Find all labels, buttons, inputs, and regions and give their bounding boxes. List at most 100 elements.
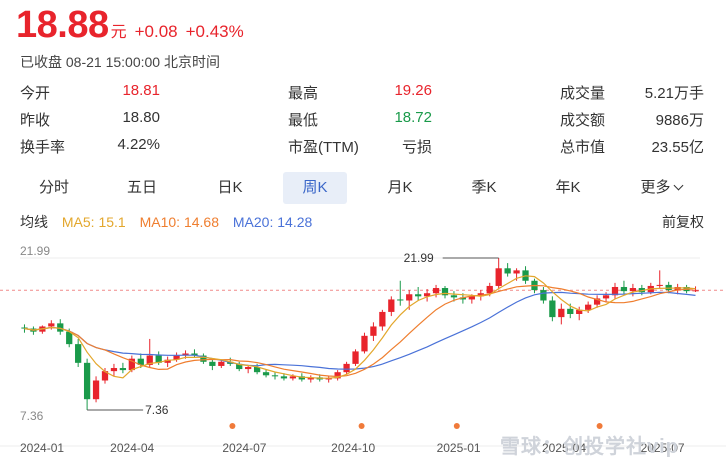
stats-panel: 今开 18.81 最高 19.26 成交量 5.21万手 昨收 18.80 最低… xyxy=(0,82,726,162)
candle-body xyxy=(307,377,314,380)
min-marker-label: 7.36 xyxy=(145,403,169,417)
x-tick-label: 2025-07 xyxy=(641,441,685,455)
open-label: 今开 xyxy=(20,85,51,102)
tab-yearly-k[interactable]: 年K xyxy=(555,179,581,196)
candle-body xyxy=(119,368,127,371)
ma-legend: 均线 MA5: 15.1 MA10: 14.68 MA20: 14.28 xyxy=(20,212,322,232)
ma10-value: MA10: 14.68 xyxy=(139,214,219,230)
weekly-candlestick-chart[interactable]: 21.99 7.36 21.99 7.36 2024-01 2024-04 2024-07 2… xyxy=(0,240,726,466)
candle-body xyxy=(218,361,225,366)
x-tick-label: 2025-04 xyxy=(542,441,586,455)
candle-body xyxy=(602,295,610,299)
stats-row-2: 昨收 18.80 最低 18.72 成交额 9886万 xyxy=(0,109,726,135)
low-value: 18.72 xyxy=(394,109,432,126)
candle-body xyxy=(236,363,243,370)
tab-weekly-k[interactable]: 周K xyxy=(283,172,347,204)
candle-body xyxy=(343,363,350,373)
pe-label: 市盈(TTM) xyxy=(288,139,359,156)
candle-body xyxy=(450,295,458,298)
candle-body xyxy=(388,299,395,312)
volume-label: 成交量 xyxy=(560,85,606,102)
candle-body xyxy=(459,297,467,300)
chevron-down-icon xyxy=(673,180,683,191)
event-dot xyxy=(453,423,460,429)
candle-body xyxy=(549,300,556,318)
pe-value: 亏损 xyxy=(401,139,432,156)
candle-body xyxy=(468,296,475,300)
candle-body xyxy=(611,286,619,296)
candle-body xyxy=(361,335,368,352)
tab-monthly-k[interactable]: 月K xyxy=(387,179,413,196)
candle-body xyxy=(137,358,144,365)
turnover-value: 4.22% xyxy=(117,136,160,153)
candle-body xyxy=(83,362,91,400)
stats-row-1: 今开 18.81 最高 19.26 成交量 5.21万手 xyxy=(0,82,726,108)
stats-row-3: 换手率 4.22% 市盈(TTM) 亏损 总市值 23.55亿 xyxy=(0,136,726,162)
candle-body xyxy=(289,376,297,379)
candle-body xyxy=(128,358,135,371)
candle-body xyxy=(253,366,261,373)
candle-body xyxy=(504,268,511,274)
x-tick-label: 2024-10 xyxy=(331,441,375,455)
candle-body xyxy=(262,372,270,376)
watermark: 雪球：创投学社vip xyxy=(500,436,679,458)
tab-quarterly-k[interactable]: 季K xyxy=(471,179,497,196)
high-value: 19.26 xyxy=(394,82,432,99)
volume-value: 5.21万手 xyxy=(644,85,704,102)
adjust-toggle[interactable]: 前复权 xyxy=(662,214,704,230)
candle-body xyxy=(423,293,431,297)
prev-close-value: 18.80 xyxy=(122,109,160,126)
candle-body xyxy=(173,355,180,360)
period-tabs: 分时 五日 日K 周K 月K 季K 年K 更多 xyxy=(0,172,726,204)
candle-body xyxy=(406,294,413,301)
candle-body xyxy=(66,331,73,345)
tab-daily-k[interactable]: 日K xyxy=(217,179,243,196)
candle-body xyxy=(415,294,422,297)
candle-body xyxy=(164,359,171,363)
ma5-line xyxy=(24,275,696,379)
candle-body xyxy=(629,288,637,292)
prev-close-label: 昨收 xyxy=(20,112,51,129)
candle-body xyxy=(57,323,64,332)
market-status: 已收盘 08-21 15:00:00 北京时间 xyxy=(20,54,220,70)
candle-body xyxy=(209,361,216,366)
high-label: 最高 xyxy=(288,85,319,102)
quote-header: 18.88 元 +0.08 +0.43% xyxy=(16,4,244,50)
current-price: 18.88 xyxy=(16,4,109,46)
candle-body xyxy=(486,285,493,294)
ma-label: 均线 xyxy=(20,214,48,230)
candle-body xyxy=(334,372,341,379)
candle-body xyxy=(155,355,162,363)
open-value: 18.81 xyxy=(122,82,160,99)
price-change: +0.08 xyxy=(134,22,178,41)
y-tick-label: 21.99 xyxy=(20,244,50,258)
candle-body xyxy=(620,286,628,292)
candle-body xyxy=(146,355,153,365)
candle-body xyxy=(432,288,440,294)
x-tick-label: 2024-01 xyxy=(20,441,64,455)
tab-more-label: 更多 xyxy=(640,179,671,196)
candle-body xyxy=(271,375,279,377)
y-tick-label: 7.36 xyxy=(20,409,44,423)
event-dot xyxy=(229,423,236,429)
candle-body xyxy=(513,270,520,274)
tab-more[interactable]: 更多 xyxy=(626,172,696,204)
candle-body xyxy=(92,380,100,400)
candle-body xyxy=(200,355,207,362)
candle-body xyxy=(370,326,377,336)
candle-body xyxy=(540,290,547,301)
candle-body xyxy=(477,293,484,297)
candle-body xyxy=(495,268,502,286)
candle-body xyxy=(576,309,583,314)
turnover-label: 换手率 xyxy=(20,139,66,156)
tab-five-day[interactable]: 五日 xyxy=(126,179,157,196)
candle-body xyxy=(280,376,288,379)
candle-body xyxy=(75,344,82,363)
candle-body xyxy=(397,299,404,301)
candle-body xyxy=(567,308,574,314)
event-dot xyxy=(358,423,365,429)
candle-body xyxy=(325,378,332,380)
candle-body xyxy=(352,351,359,364)
candle-body xyxy=(656,284,663,286)
tab-intraday[interactable]: 分时 xyxy=(38,179,69,196)
